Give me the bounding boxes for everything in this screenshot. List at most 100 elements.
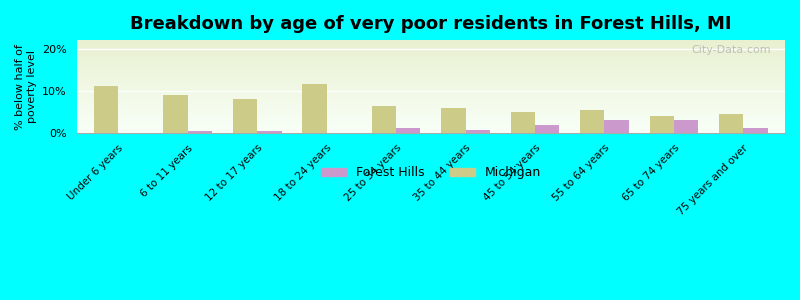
Bar bbox=[77, 54, 785, 55]
Bar bbox=[233, 99, 257, 133]
Bar bbox=[77, 61, 785, 62]
Bar bbox=[77, 115, 785, 116]
Bar bbox=[77, 50, 785, 51]
Bar bbox=[77, 44, 785, 45]
Bar bbox=[580, 110, 605, 133]
Bar bbox=[77, 60, 785, 61]
Bar bbox=[77, 62, 785, 63]
Bar bbox=[77, 89, 785, 90]
Bar bbox=[77, 79, 785, 80]
Bar bbox=[77, 98, 785, 99]
Bar bbox=[163, 95, 188, 133]
Title: Breakdown by age of very poor residents in Forest Hills, MI: Breakdown by age of very poor residents … bbox=[130, 15, 731, 33]
Bar bbox=[77, 123, 785, 124]
Bar bbox=[77, 108, 785, 109]
Bar bbox=[77, 48, 785, 49]
Bar bbox=[77, 43, 785, 44]
Bar bbox=[77, 63, 785, 64]
Bar bbox=[77, 116, 785, 117]
Bar bbox=[77, 94, 785, 95]
Bar bbox=[77, 73, 785, 74]
Bar bbox=[77, 45, 785, 46]
Bar bbox=[188, 131, 212, 133]
Bar bbox=[257, 131, 282, 133]
Bar bbox=[77, 65, 785, 66]
Bar bbox=[77, 71, 785, 72]
Bar bbox=[466, 130, 490, 133]
Bar bbox=[77, 110, 785, 111]
Bar bbox=[77, 129, 785, 130]
Bar bbox=[77, 91, 785, 92]
Bar bbox=[77, 47, 785, 48]
Bar bbox=[77, 77, 785, 78]
Bar bbox=[77, 42, 785, 43]
Bar bbox=[77, 93, 785, 94]
Legend: Forest Hills, Michigan: Forest Hills, Michigan bbox=[316, 161, 546, 184]
Bar bbox=[77, 85, 785, 86]
Bar bbox=[77, 78, 785, 79]
Bar bbox=[77, 121, 785, 122]
Bar bbox=[77, 119, 785, 120]
Bar bbox=[77, 103, 785, 104]
Bar bbox=[77, 57, 785, 58]
Bar bbox=[650, 116, 674, 133]
Bar bbox=[77, 40, 785, 41]
Bar bbox=[77, 114, 785, 115]
Bar bbox=[77, 58, 785, 59]
Bar bbox=[77, 83, 785, 84]
Bar bbox=[77, 56, 785, 57]
Bar bbox=[442, 108, 466, 133]
Bar bbox=[77, 64, 785, 65]
Bar bbox=[77, 99, 785, 100]
Bar bbox=[535, 124, 559, 133]
Bar bbox=[77, 41, 785, 42]
Bar bbox=[77, 109, 785, 110]
Bar bbox=[77, 53, 785, 54]
Bar bbox=[77, 84, 785, 85]
Bar bbox=[77, 97, 785, 98]
Bar bbox=[77, 128, 785, 129]
Y-axis label: % below half of
poverty level: % below half of poverty level bbox=[15, 44, 37, 130]
Bar bbox=[77, 52, 785, 53]
Bar bbox=[77, 102, 785, 103]
Bar bbox=[77, 76, 785, 77]
Bar bbox=[77, 130, 785, 131]
Bar bbox=[77, 106, 785, 107]
Bar bbox=[77, 80, 785, 81]
Bar bbox=[743, 128, 768, 133]
Bar bbox=[77, 132, 785, 133]
Bar bbox=[77, 67, 785, 68]
Bar bbox=[77, 122, 785, 123]
Bar bbox=[77, 126, 785, 127]
Bar bbox=[77, 72, 785, 73]
Bar bbox=[372, 106, 396, 133]
Bar bbox=[77, 74, 785, 75]
Bar bbox=[77, 81, 785, 82]
Bar bbox=[77, 59, 785, 60]
Bar bbox=[77, 113, 785, 114]
Bar bbox=[77, 51, 785, 52]
Bar bbox=[77, 120, 785, 121]
Bar bbox=[77, 111, 785, 112]
Bar bbox=[77, 46, 785, 47]
Bar bbox=[77, 104, 785, 105]
Bar bbox=[77, 118, 785, 119]
Bar bbox=[396, 128, 420, 133]
Bar bbox=[77, 131, 785, 132]
Bar bbox=[77, 82, 785, 83]
Bar bbox=[674, 120, 698, 133]
Bar bbox=[77, 55, 785, 56]
Bar bbox=[77, 117, 785, 118]
Bar bbox=[77, 70, 785, 71]
Bar bbox=[77, 105, 785, 106]
Bar bbox=[510, 112, 535, 133]
Text: City-Data.com: City-Data.com bbox=[691, 45, 771, 55]
Bar bbox=[77, 75, 785, 76]
Bar bbox=[77, 87, 785, 88]
Bar bbox=[605, 120, 629, 133]
Bar bbox=[719, 114, 743, 133]
Bar bbox=[77, 101, 785, 102]
Bar bbox=[77, 107, 785, 108]
Bar bbox=[77, 92, 785, 93]
Bar bbox=[77, 112, 785, 113]
